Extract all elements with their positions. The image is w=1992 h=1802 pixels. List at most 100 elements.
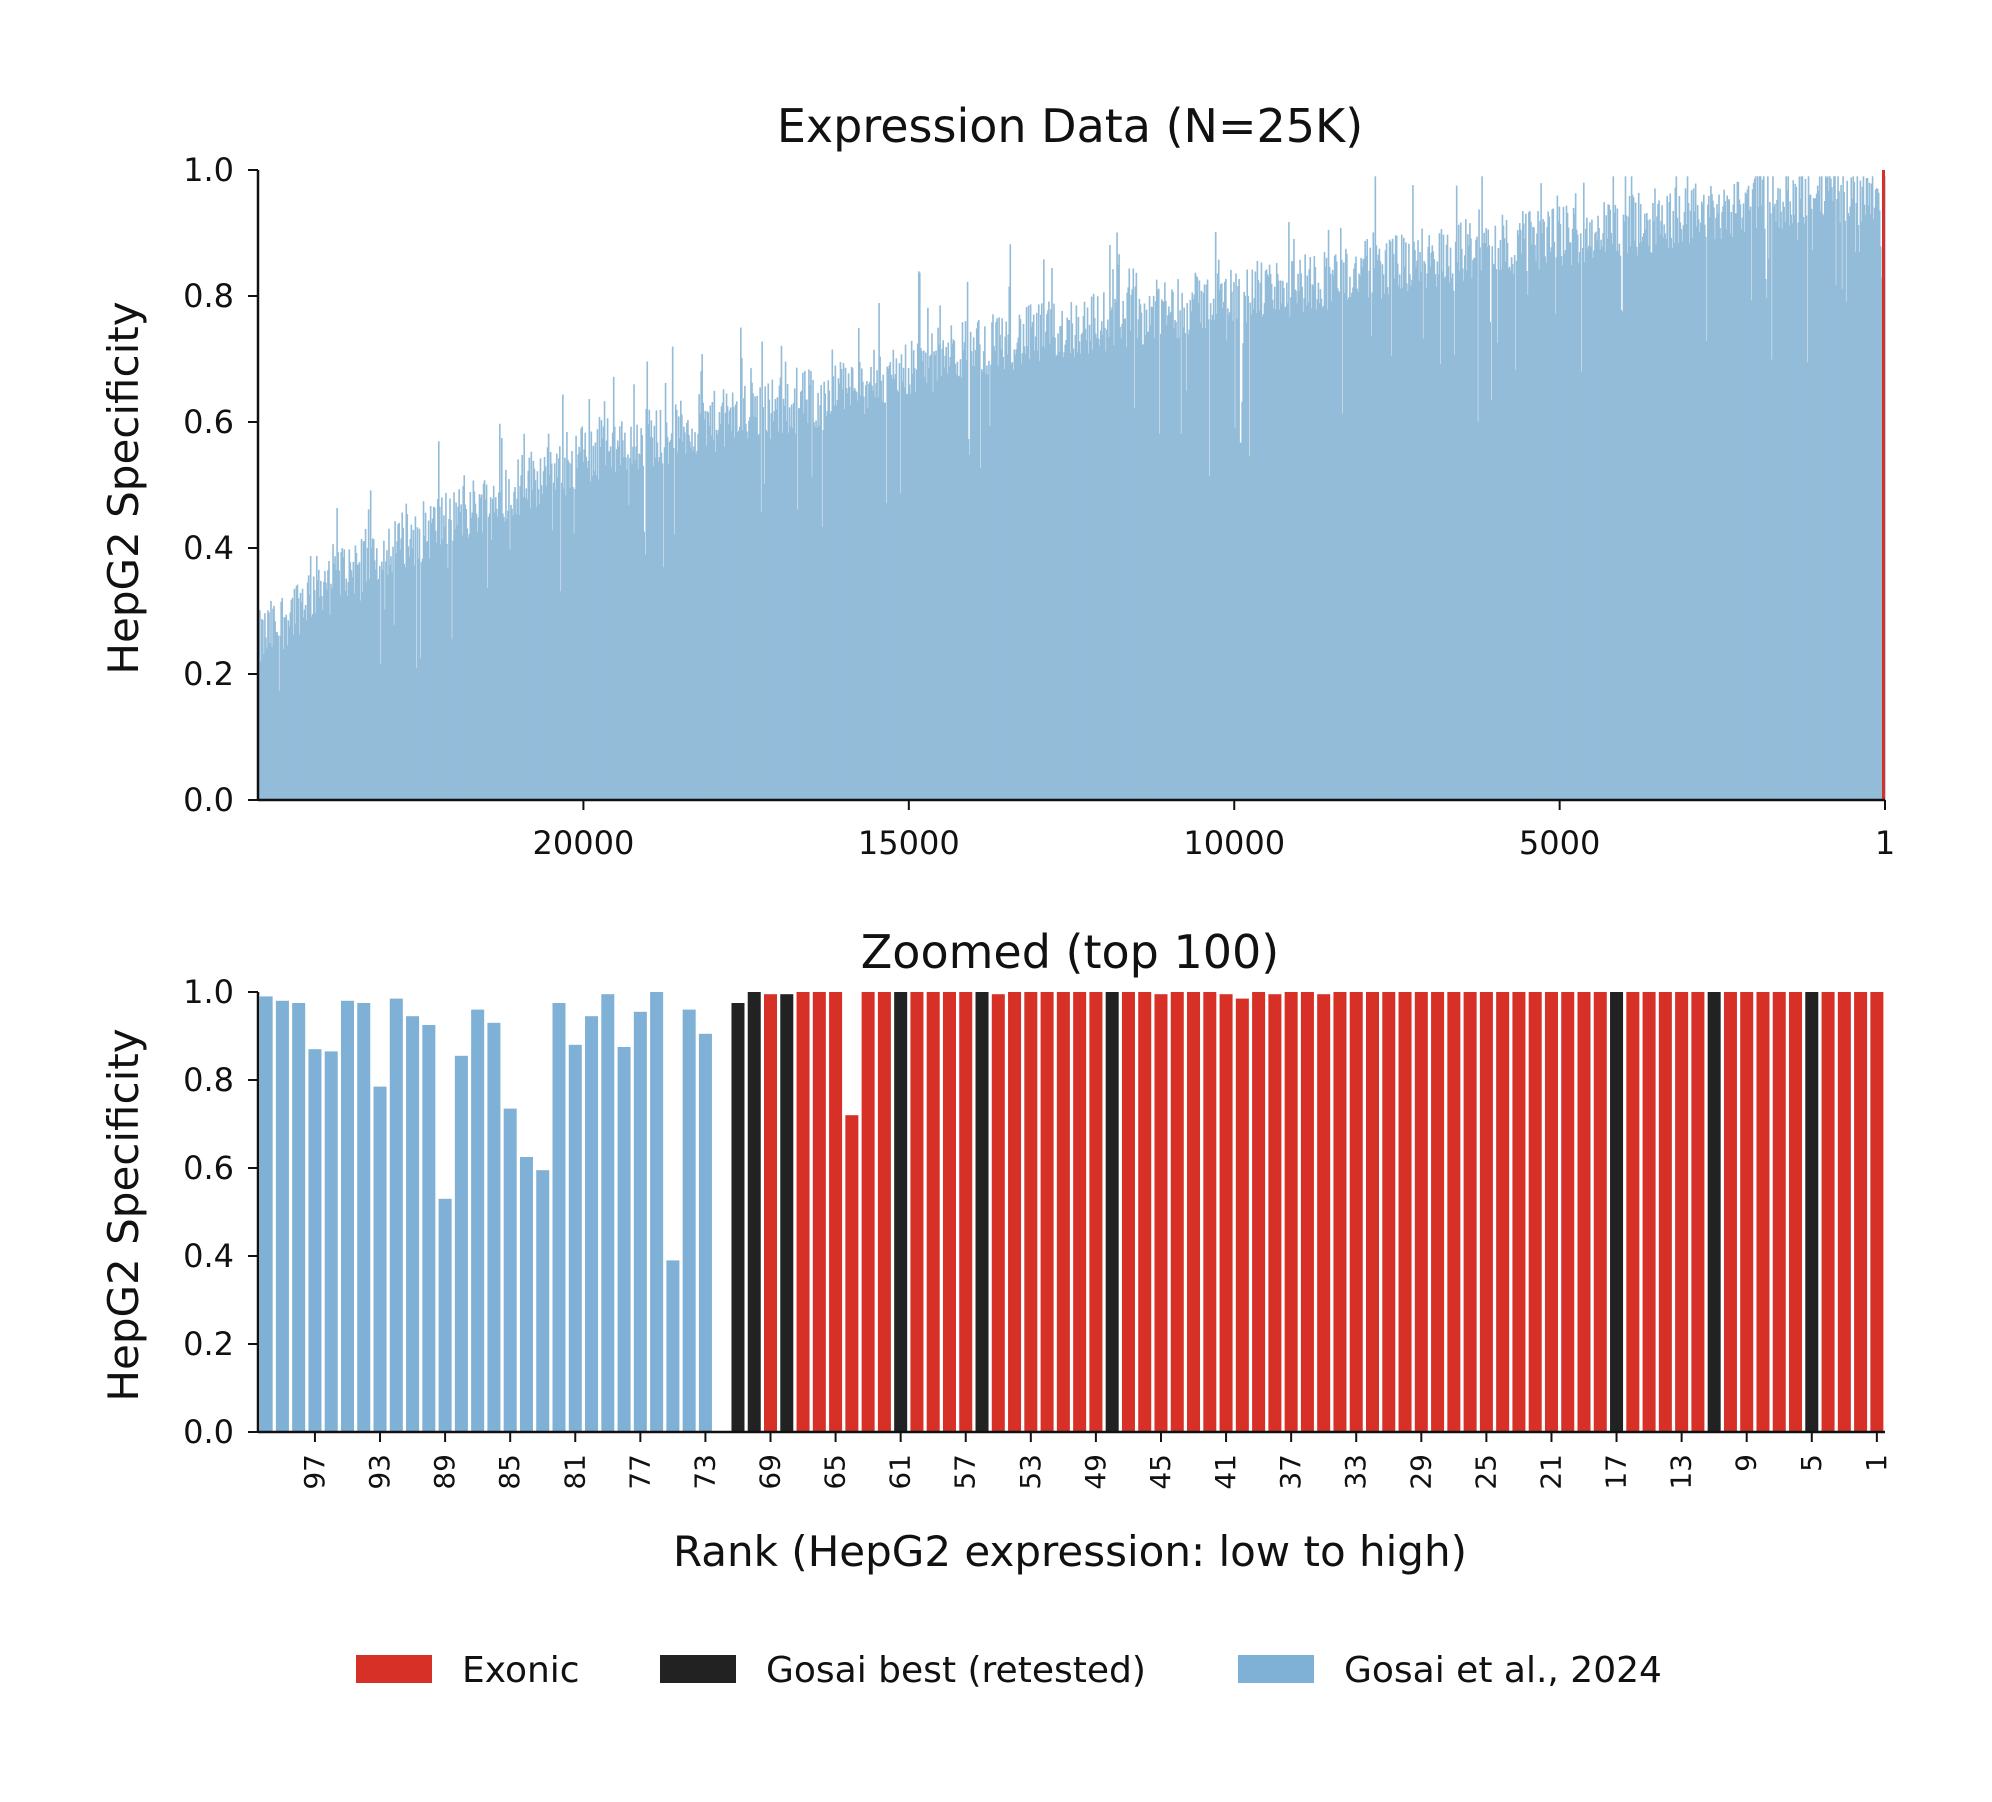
top-bar — [1470, 238, 1472, 800]
top-bar — [1704, 224, 1706, 800]
top-bar — [411, 548, 414, 800]
top-bar — [1588, 245, 1590, 801]
top-bar — [995, 322, 997, 800]
top-bar — [1510, 257, 1513, 800]
top-bar — [900, 354, 903, 800]
top-bar — [462, 485, 465, 800]
top-bar — [1503, 238, 1506, 800]
bottom-x-tick-label: 5 — [1795, 1454, 1828, 1472]
top-bar — [516, 498, 518, 800]
top-y-tick-label: 0.2 — [183, 655, 234, 693]
top-bar — [1533, 227, 1535, 801]
top-bar — [1600, 239, 1602, 801]
top-bar — [1057, 333, 1059, 800]
top-bar — [465, 509, 468, 800]
top-bar — [480, 494, 483, 800]
top-bar — [1535, 261, 1537, 800]
bottom-chart-axes: 0.00.20.40.60.81.097 93 89 85 81 77 73 69 65 61 57… — [183, 973, 1893, 1490]
top-bar — [1638, 243, 1641, 801]
top-bar — [312, 576, 315, 800]
top-bar — [807, 423, 809, 800]
top-bar — [1004, 336, 1007, 800]
top-bar — [1347, 299, 1349, 800]
top-bar — [553, 463, 556, 800]
top-bar — [1644, 213, 1646, 801]
top-bar — [1437, 274, 1440, 800]
top-bar — [720, 406, 723, 800]
top-bar — [1651, 253, 1653, 801]
top-bar — [1327, 229, 1330, 800]
top-bar — [626, 469, 628, 800]
top-bar — [1248, 456, 1251, 800]
top-bar — [858, 362, 861, 800]
top-bar — [755, 417, 757, 800]
top-bar — [1783, 206, 1785, 800]
bar-gosai-2024 — [422, 1025, 436, 1432]
top-bar — [934, 355, 936, 800]
top-bar — [1121, 324, 1123, 800]
top-bar — [353, 593, 356, 800]
top-bar — [914, 392, 917, 800]
top-bar — [1246, 269, 1249, 800]
top-bar — [432, 506, 435, 800]
top-bar — [369, 490, 372, 800]
top-bar — [905, 393, 908, 800]
top-bar — [1022, 323, 1025, 800]
top-bar — [1675, 176, 1678, 801]
top-bar — [1531, 244, 1533, 801]
bar-exonic — [1723, 992, 1737, 1432]
top-bar — [1817, 190, 1820, 800]
top-bar — [902, 367, 905, 800]
top-bar — [464, 504, 467, 800]
top-bar — [1321, 307, 1324, 800]
top-bar — [1165, 301, 1167, 800]
top-bar — [977, 319, 980, 800]
top-bar — [1085, 340, 1088, 800]
top-bar — [779, 377, 782, 800]
top-bar — [1594, 233, 1596, 800]
top-bar — [1518, 223, 1521, 800]
top-bar — [354, 545, 357, 800]
top-bar — [559, 446, 561, 800]
top-bar — [1554, 313, 1557, 800]
bottom-chart-title: Zoomed (top 100) — [861, 925, 1279, 979]
top-bar — [652, 466, 655, 800]
top-bar — [1694, 183, 1697, 801]
top-bar — [1373, 267, 1376, 800]
top-bar — [965, 359, 968, 800]
top-bar — [1474, 257, 1476, 800]
top-bar — [1670, 237, 1673, 801]
top-bar — [1536, 233, 1538, 800]
top-bar — [721, 402, 724, 800]
top-bar — [1346, 253, 1348, 801]
bar-exonic — [959, 992, 973, 1432]
top-bar — [685, 453, 687, 800]
top-bar — [267, 610, 269, 800]
top-bar — [1461, 268, 1464, 800]
top-bar — [474, 503, 477, 800]
top-bar — [390, 556, 392, 800]
top-bar — [881, 401, 883, 800]
bar-gosai-2024 — [552, 1003, 566, 1432]
top-bar — [1070, 302, 1073, 800]
top-bar — [1035, 312, 1038, 800]
top-bar — [1181, 292, 1183, 800]
top-bar — [707, 412, 710, 800]
top-bar — [477, 517, 480, 800]
top-bar — [794, 433, 797, 800]
top-bar — [828, 390, 831, 800]
bar-exonic — [1187, 992, 1201, 1432]
top-bar — [1294, 289, 1296, 800]
top-bar — [1069, 353, 1072, 800]
top-bar — [673, 534, 676, 800]
top-bar — [514, 487, 516, 800]
top-bar — [1457, 224, 1460, 800]
top-bar — [275, 632, 277, 800]
top-bar — [600, 420, 603, 800]
top-bar — [1735, 213, 1738, 801]
top-bar — [1214, 231, 1217, 800]
top-bar — [1867, 205, 1870, 800]
top-bar — [395, 553, 397, 800]
top-bar — [776, 397, 779, 800]
top-bar — [1201, 328, 1204, 800]
